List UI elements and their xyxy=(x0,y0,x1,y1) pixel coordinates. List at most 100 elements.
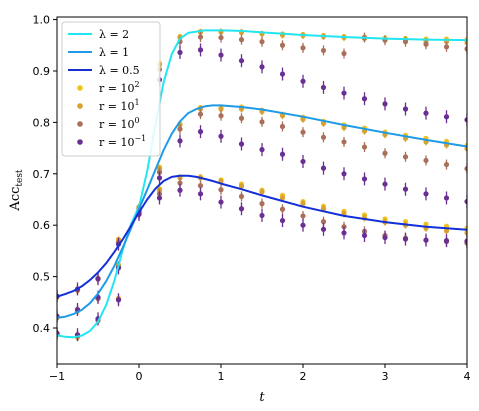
data-point xyxy=(402,186,409,192)
data-point xyxy=(238,37,245,43)
data-point xyxy=(218,34,224,41)
data-point xyxy=(156,175,163,181)
data-point xyxy=(402,219,409,225)
data-point xyxy=(341,230,347,236)
legend-label: r = 10−1 xyxy=(99,134,146,149)
series-line xyxy=(57,104,467,319)
x-tick-label: 0 xyxy=(136,370,143,383)
data-point xyxy=(464,117,467,123)
data-point xyxy=(279,195,286,201)
data-point xyxy=(300,213,306,219)
data-point xyxy=(177,180,183,186)
data-point xyxy=(300,45,306,51)
data-point xyxy=(218,52,224,58)
data-point xyxy=(423,41,429,47)
data-point xyxy=(238,141,245,147)
data-point xyxy=(443,228,450,234)
data-point xyxy=(464,230,467,236)
data-point xyxy=(279,206,286,212)
data-point xyxy=(238,193,245,200)
data-point xyxy=(279,217,286,224)
data-point xyxy=(218,106,224,112)
data-point xyxy=(320,134,327,140)
data-point xyxy=(177,138,183,144)
data-point xyxy=(423,157,429,164)
data-point xyxy=(423,110,429,116)
data-point xyxy=(464,46,467,52)
data-point xyxy=(259,119,265,125)
legend-label: r = 101 xyxy=(99,98,140,113)
data-point xyxy=(320,165,327,171)
legend-label: λ = 0.5 xyxy=(99,64,140,77)
data-point xyxy=(443,161,450,168)
x-tick-label: 1 xyxy=(218,370,225,383)
data-point xyxy=(382,101,388,107)
data-point xyxy=(259,189,265,195)
x-tick-label: 3 xyxy=(382,370,389,383)
data-point xyxy=(361,232,368,239)
axis-ticks: −1 0 1 2 3 4 0.4 0.5 0.6 0.7 0.8 0.9 1.0 xyxy=(33,14,471,383)
data-point xyxy=(177,187,183,193)
data-point xyxy=(259,201,265,207)
data-point xyxy=(300,78,306,84)
data-point xyxy=(382,234,388,241)
data-point xyxy=(279,42,286,48)
data-point xyxy=(464,198,467,205)
data-point xyxy=(300,129,306,135)
data-point xyxy=(300,116,306,122)
data-point xyxy=(279,71,286,77)
plot-frame xyxy=(56,16,468,365)
data-point xyxy=(443,44,450,50)
data-point xyxy=(443,238,450,244)
data-point xyxy=(259,39,265,45)
x-tick-label: −1 xyxy=(49,370,65,383)
legend-box xyxy=(61,21,161,157)
data-point xyxy=(320,219,327,225)
data-point xyxy=(259,64,265,70)
legend-label: r = 102 xyxy=(99,80,140,95)
data-point xyxy=(279,151,286,157)
y-tick-label: 1.0 xyxy=(33,14,51,27)
data-point xyxy=(177,126,183,132)
data-point xyxy=(341,139,347,145)
data-point xyxy=(197,191,204,197)
y-tick-label: 0.7 xyxy=(33,168,51,181)
data-point xyxy=(300,201,306,207)
data-point xyxy=(402,154,409,160)
data-point xyxy=(443,195,450,201)
data-point xyxy=(238,115,245,121)
data-point xyxy=(218,199,224,205)
legend-label: λ = 2 xyxy=(99,28,129,41)
data-point xyxy=(443,114,450,120)
data-point xyxy=(464,238,467,244)
data-point xyxy=(259,147,265,153)
data-point xyxy=(402,39,409,45)
data-point xyxy=(402,236,409,242)
legend-dot-swatch xyxy=(77,121,83,127)
y-tick-label: 0.8 xyxy=(33,116,51,129)
data-point xyxy=(238,183,245,189)
legend-label: r = 100 xyxy=(99,116,140,131)
x-axis-title: t xyxy=(259,390,265,405)
data-point xyxy=(279,123,286,130)
data-point xyxy=(218,133,224,139)
legend: λ = 2 λ = 1 λ = 0.5 r = 102 r = 101 r = 100 r … xyxy=(61,21,161,157)
x-tick-label: 2 xyxy=(300,370,307,383)
data-point xyxy=(95,276,101,282)
data-point xyxy=(361,96,368,102)
data-point xyxy=(300,158,306,165)
svg-text:Acctest: Acctest xyxy=(8,169,25,212)
data-point xyxy=(320,47,327,54)
data-point xyxy=(423,221,429,227)
series-line xyxy=(57,174,467,298)
legend-dot-swatch xyxy=(77,85,83,91)
data-point xyxy=(382,150,388,156)
data-point xyxy=(197,129,204,135)
y-tick-label: 0.9 xyxy=(33,65,51,78)
data-point xyxy=(382,181,388,187)
legend-dot-swatch xyxy=(77,103,83,109)
data-point xyxy=(423,237,429,243)
data-point xyxy=(115,297,122,303)
data-point xyxy=(279,113,286,119)
